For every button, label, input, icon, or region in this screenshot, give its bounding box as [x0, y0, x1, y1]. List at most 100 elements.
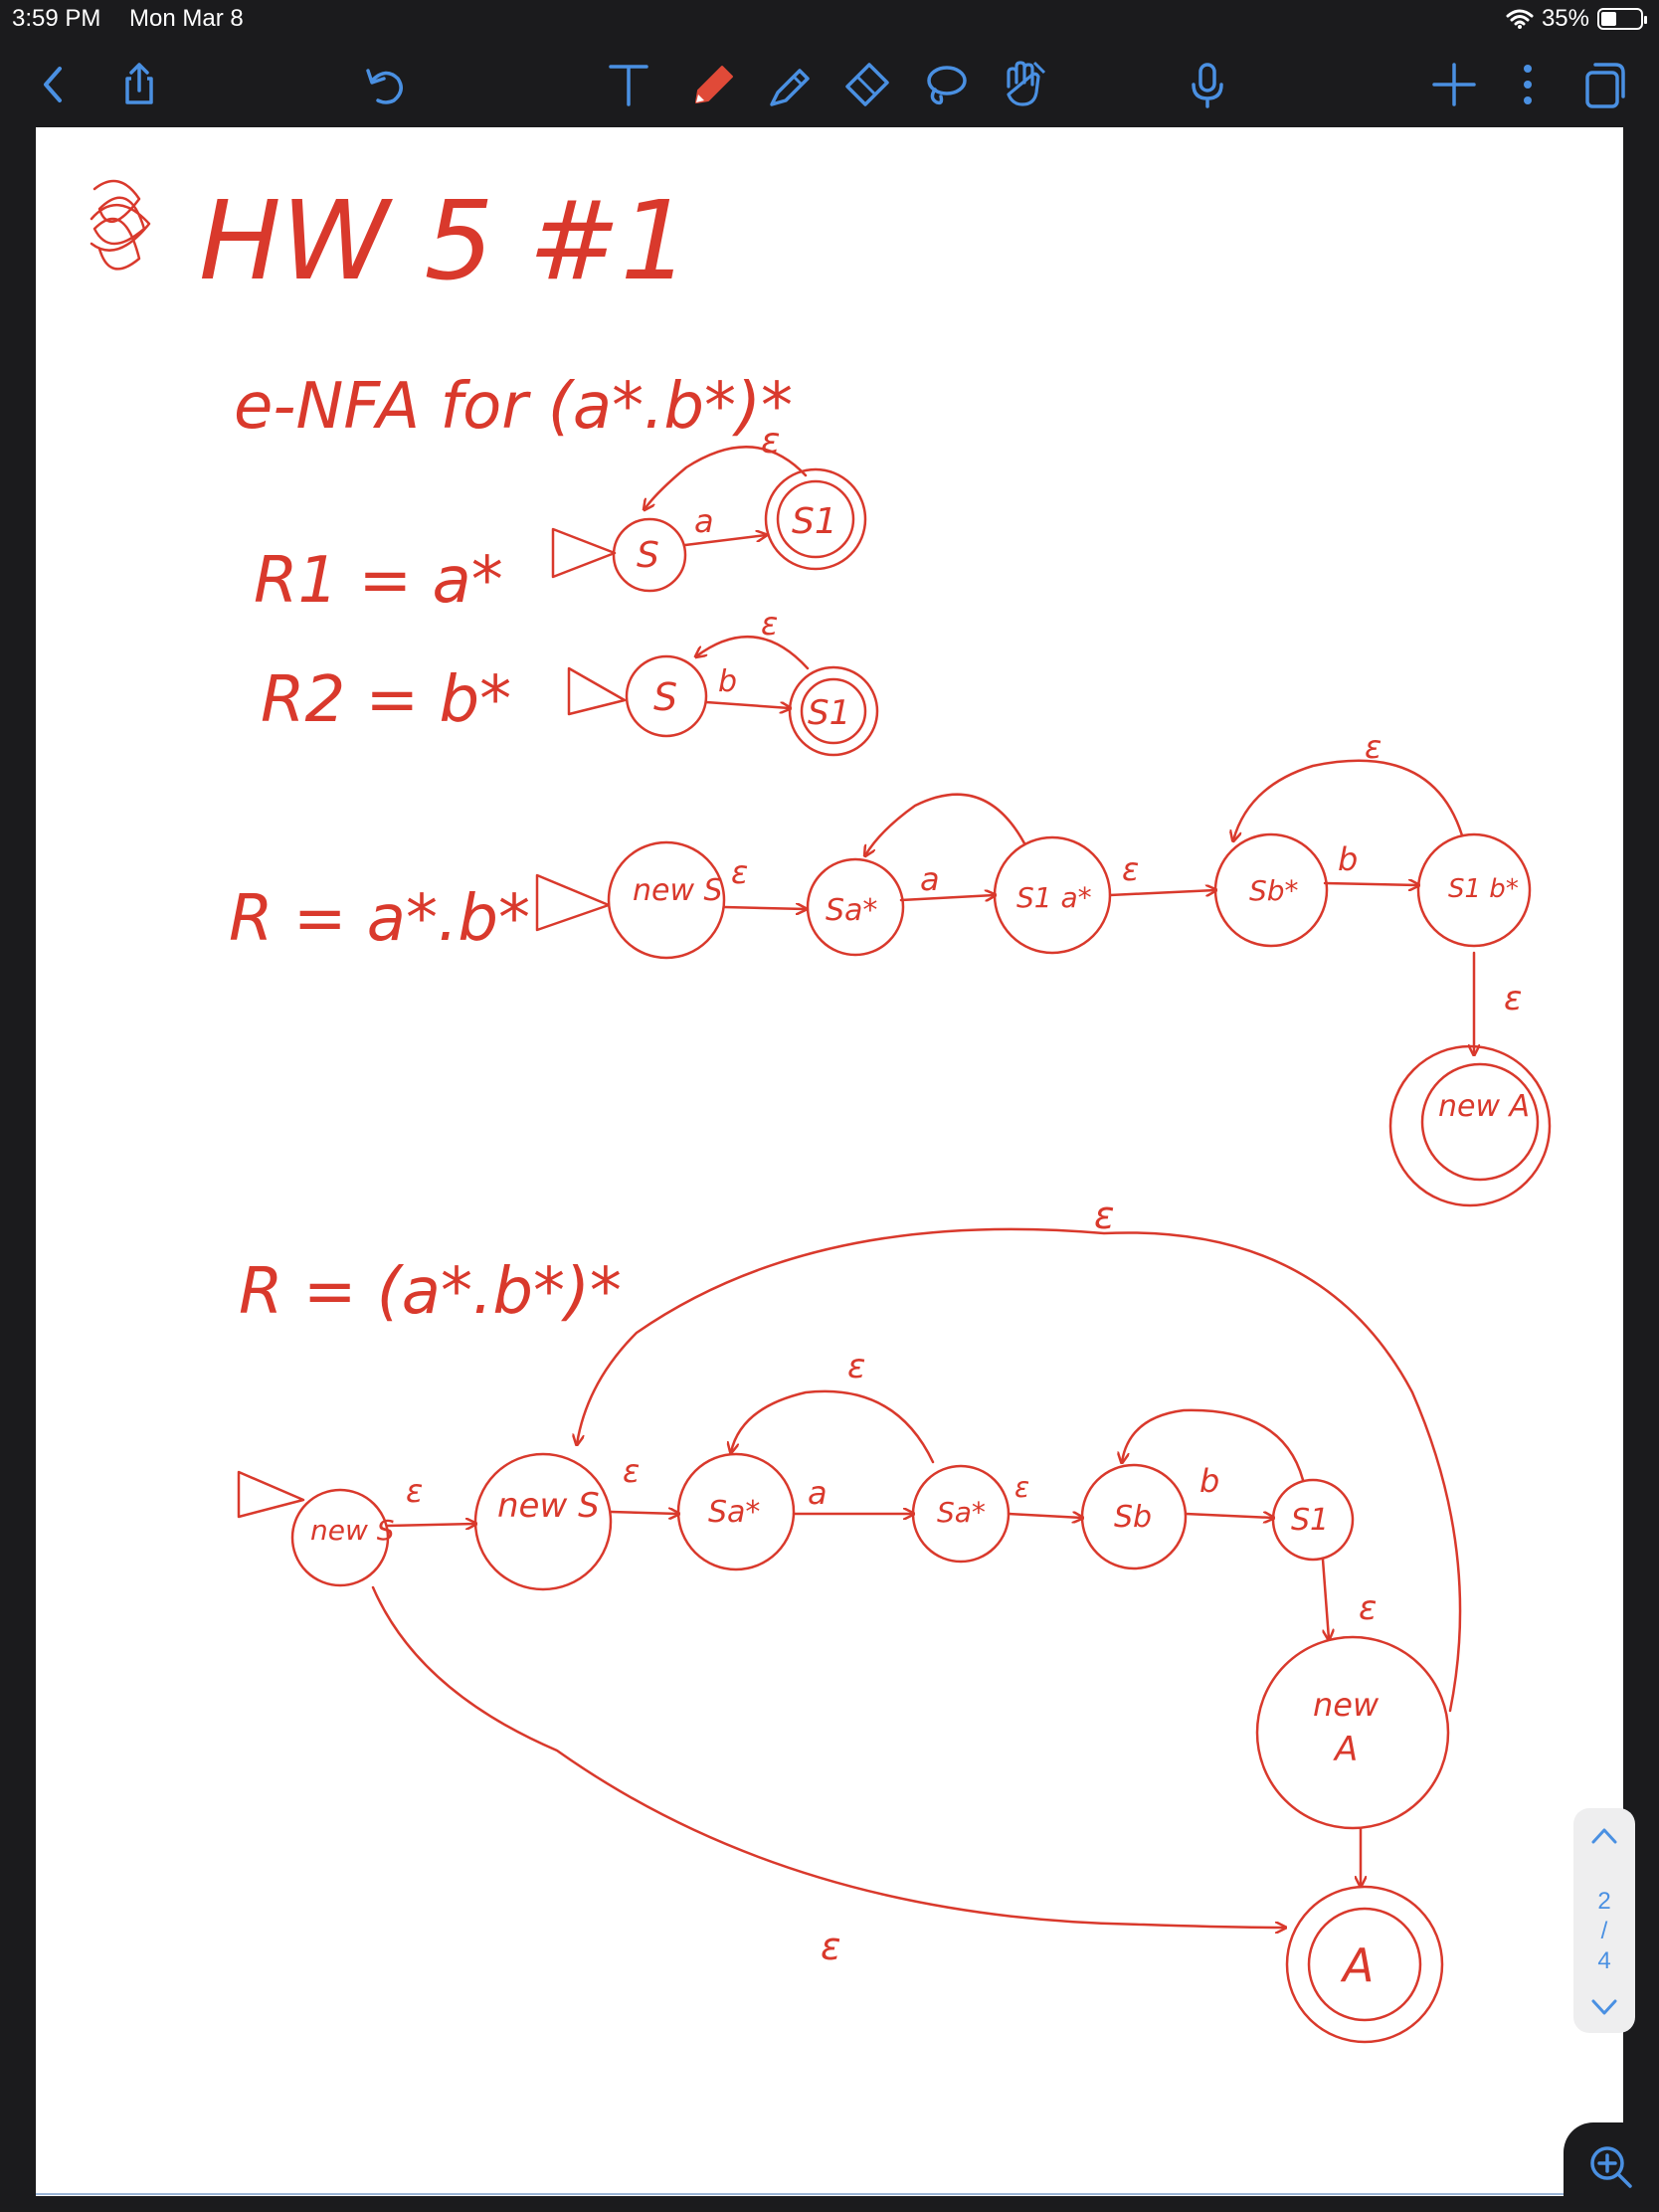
r-concat-label: R = a*.b*	[229, 882, 530, 956]
svg-text:ε: ε	[1504, 979, 1522, 1018]
r-star-label: R = (a*.b*)*	[239, 1255, 622, 1329]
note-text: HW 5 #1 e-NFA for (a*.b*)* R1 = a* R2 = …	[199, 177, 1530, 1992]
status-bar: 3:59 PM Mon Mar 8 35%	[0, 0, 1659, 40]
hand-shape-icon	[1007, 61, 1046, 106]
lasso-tool-button[interactable]	[909, 44, 981, 125]
chevron-down-icon	[1591, 1999, 1617, 2015]
status-time: 3:59 PM	[12, 5, 101, 32]
svg-text:S: S	[653, 675, 677, 719]
next-page-button[interactable]	[1573, 1987, 1635, 2027]
svg-text:new S: new S	[310, 1514, 395, 1547]
concat-nfa	[535, 759, 1552, 1207]
eraser-tool-button[interactable]	[831, 44, 903, 125]
svg-text:A: A	[1333, 1730, 1358, 1769]
r2-nfa	[567, 635, 879, 757]
svg-text:A: A	[1340, 1938, 1374, 1992]
pen-icon	[695, 66, 733, 103]
highlighter-tool-button[interactable]	[754, 44, 826, 125]
svg-text:ε: ε	[1122, 850, 1139, 888]
total-page-count: 4	[1597, 1947, 1611, 1974]
microphone-button[interactable]	[1172, 44, 1243, 125]
page-navigator: 2 / 4	[1573, 1808, 1635, 2033]
svg-text:new S: new S	[633, 873, 723, 908]
battery-icon	[1597, 8, 1647, 30]
add-button[interactable]	[1418, 44, 1490, 125]
svg-text:ε: ε	[847, 1347, 865, 1386]
page-bottom-divider	[36, 2193, 1659, 2195]
r2-label: R2 = b*	[261, 663, 511, 737]
svg-text:b: b	[1199, 1462, 1219, 1500]
share-icon	[125, 63, 153, 104]
svg-text:Sb*: Sb*	[1249, 874, 1299, 907]
svg-text:ε: ε	[761, 605, 778, 643]
undo-button[interactable]	[348, 44, 420, 125]
wifi-icon	[1506, 9, 1534, 29]
note-title: HW 5 #1	[199, 177, 690, 304]
r1-state-s	[612, 517, 687, 593]
svg-text:S1 a*: S1 a*	[1016, 881, 1092, 914]
chevron-up-icon	[1591, 1828, 1617, 1844]
star-state-new-s	[290, 1488, 390, 1587]
pages-icon	[1585, 63, 1625, 108]
svg-text:S1: S1	[808, 693, 850, 733]
lasso-icon	[927, 66, 967, 105]
toolbar	[0, 44, 1659, 125]
microphone-icon	[1192, 63, 1223, 108]
concat-state-new-s	[607, 840, 726, 960]
concat-state-new-a	[1388, 1044, 1552, 1207]
r1-label: R1 = a*	[254, 544, 503, 618]
svg-text:a: a	[920, 860, 940, 898]
r2-state-s	[625, 654, 708, 738]
svg-text:ε: ε	[406, 1472, 423, 1510]
svg-text:S: S	[637, 535, 659, 576]
note-subtitle: e-NFA for (a*.b*)*	[234, 370, 793, 444]
zoom-in-icon	[1590, 2146, 1632, 2188]
hand-tool-button[interactable]	[987, 44, 1058, 125]
svg-text:new S: new S	[497, 1486, 600, 1526]
pen-tool-button[interactable]	[676, 44, 748, 125]
text-tool-icon	[609, 65, 648, 106]
pages-button[interactable]	[1567, 44, 1639, 125]
svg-text:Sa*: Sa*	[708, 1495, 760, 1530]
more-icon	[1524, 65, 1532, 104]
svg-text:Sa*: Sa*	[826, 893, 877, 928]
r1-state-s1	[764, 467, 867, 571]
battery-percent: 35%	[1541, 5, 1589, 32]
svg-text:ε: ε	[821, 1925, 841, 1968]
svg-text:Sb: Sb	[1114, 1500, 1152, 1535]
svg-text:b: b	[1338, 840, 1358, 878]
back-chevron-icon	[44, 67, 62, 102]
back-button[interactable]	[18, 44, 90, 125]
current-page-number: 2	[1597, 1888, 1611, 1915]
page-separator: /	[1600, 1918, 1608, 1944]
add-icon	[1432, 63, 1476, 106]
svg-text:Sa*: Sa*	[937, 1496, 986, 1529]
status-right: 35%	[1506, 5, 1647, 33]
more-button[interactable]	[1492, 44, 1564, 125]
r1-nfa	[551, 446, 867, 593]
zoom-button[interactable]	[1564, 2122, 1659, 2212]
svg-text:ε: ε	[731, 853, 748, 891]
share-button[interactable]	[103, 44, 175, 125]
text-tool-button[interactable]	[593, 44, 664, 125]
svg-text:ε: ε	[1094, 1194, 1115, 1237]
svg-text:a: a	[694, 502, 714, 540]
svg-text:S1: S1	[792, 501, 837, 542]
svg-text:ε: ε	[1365, 728, 1382, 766]
star-state-new-a	[1255, 1635, 1450, 1830]
svg-text:S1 b*: S1 b*	[1448, 874, 1519, 904]
undo-icon	[366, 69, 403, 104]
svg-text:ε: ε	[1359, 1588, 1377, 1628]
svg-text:S1: S1	[1291, 1503, 1329, 1538]
star-nfa	[237, 1227, 1462, 2044]
title-scribble	[90, 179, 151, 271]
svg-text:new A: new A	[1438, 1089, 1530, 1124]
svg-text:a: a	[808, 1474, 828, 1512]
svg-text:new: new	[1313, 1686, 1380, 1724]
svg-text:b: b	[718, 664, 737, 699]
svg-text:ε: ε	[623, 1452, 640, 1490]
status-date: Mon Mar 8	[129, 5, 244, 32]
previous-page-button[interactable]	[1573, 1816, 1635, 1856]
highlighter-icon	[770, 69, 810, 106]
